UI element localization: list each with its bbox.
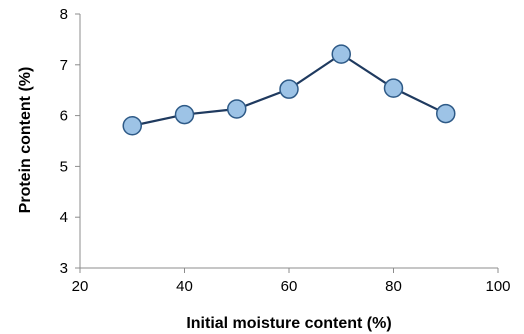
data-point [436, 103, 456, 124]
y-tick-label: 6 [60, 108, 68, 125]
y-tick-label: 5 [60, 158, 68, 175]
data-point [383, 78, 404, 98]
x-tick-label: 100 [485, 278, 510, 295]
x-axis-title: Initial moisture content (%) [186, 315, 391, 332]
x-tick-label: 40 [176, 278, 193, 295]
x-tick-label: 20 [72, 278, 89, 295]
data-point [279, 79, 299, 99]
y-tick-label: 7 [60, 57, 68, 74]
x-tick-labels: 20 40 60 80 100 [72, 278, 511, 295]
axes [75, 13, 499, 273]
data-point [122, 116, 142, 136]
data-point [174, 104, 195, 125]
y-tick-label: 3 [60, 260, 68, 277]
series-group [122, 44, 456, 136]
y-tick-label: 4 [60, 209, 68, 226]
data-point [227, 99, 247, 119]
x-tick-label: 80 [385, 278, 402, 295]
x-tick-label: 60 [281, 278, 298, 295]
y-tick-labels: 3 4 5 6 7 8 [60, 6, 68, 277]
y-tick-label: 8 [60, 6, 68, 23]
y-axis-title: Protein content (%) [17, 67, 34, 214]
data-point [331, 44, 351, 64]
